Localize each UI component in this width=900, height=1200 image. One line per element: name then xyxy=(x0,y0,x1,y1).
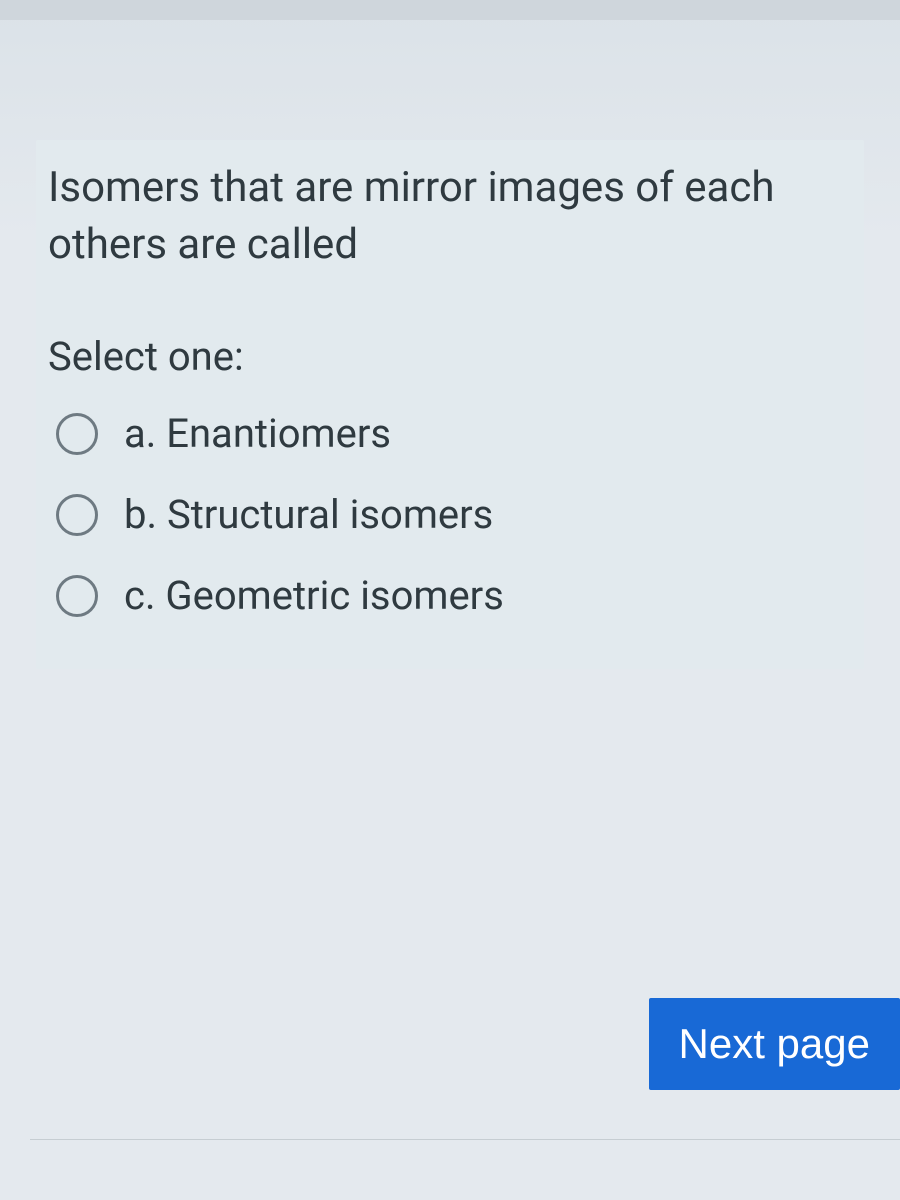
option-a[interactable]: a. Enantiomers xyxy=(56,410,852,457)
option-b[interactable]: b. Structural isomers xyxy=(56,491,852,538)
next-page-button[interactable]: Next page xyxy=(649,998,900,1090)
options-group: a. Enantiomers b. Structural isomers c. … xyxy=(48,410,852,619)
option-text: Enantiomers xyxy=(166,410,391,457)
radio-icon[interactable] xyxy=(56,413,98,455)
option-c[interactable]: c. Geometric isomers xyxy=(56,572,852,619)
footer-divider xyxy=(30,1139,900,1140)
option-label: a. Enantiomers xyxy=(124,410,391,457)
question-card: Isomers that are mirror images of each o… xyxy=(36,140,864,669)
question-text: Isomers that are mirror images of each o… xyxy=(48,160,852,273)
select-one-label: Select one: xyxy=(48,333,852,380)
top-bar xyxy=(0,0,900,20)
option-label: c. Geometric isomers xyxy=(124,572,504,619)
option-text: Structural isomers xyxy=(167,491,493,538)
radio-icon[interactable] xyxy=(56,575,98,617)
quiz-page: Isomers that are mirror images of each o… xyxy=(0,0,900,1200)
option-text: Geometric isomers xyxy=(165,572,503,619)
option-letter: a. xyxy=(124,410,156,457)
option-letter: c. xyxy=(124,572,155,619)
radio-icon[interactable] xyxy=(56,494,98,536)
option-letter: b. xyxy=(124,491,157,538)
footer-nav: Next page xyxy=(30,998,900,1090)
option-label: b. Structural isomers xyxy=(124,491,493,538)
